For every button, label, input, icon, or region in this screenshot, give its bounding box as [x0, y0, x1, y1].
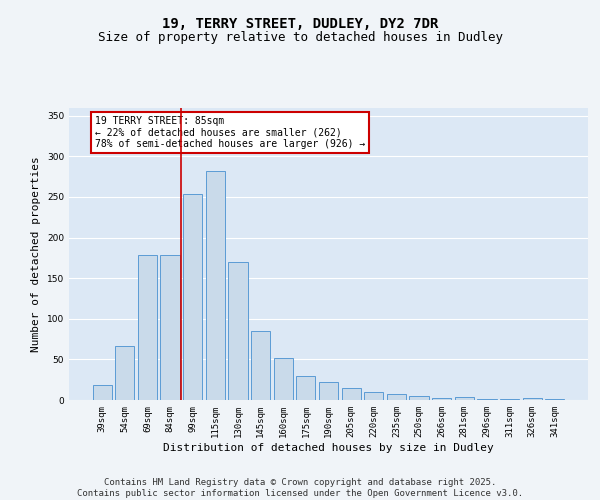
Y-axis label: Number of detached properties: Number of detached properties — [31, 156, 41, 352]
Bar — [364, 392, 383, 400]
Bar — [229, 262, 248, 400]
Bar — [92, 386, 112, 400]
Bar — [341, 388, 361, 400]
Bar — [115, 346, 134, 400]
Text: Contains HM Land Registry data © Crown copyright and database right 2025.
Contai: Contains HM Land Registry data © Crown c… — [77, 478, 523, 498]
Bar — [387, 394, 406, 400]
Bar — [274, 358, 293, 400]
Text: 19, TERRY STREET, DUDLEY, DY2 7DR: 19, TERRY STREET, DUDLEY, DY2 7DR — [162, 18, 438, 32]
Bar — [138, 256, 157, 400]
Text: Size of property relative to detached houses in Dudley: Size of property relative to detached ho… — [97, 32, 503, 44]
Bar — [183, 194, 202, 400]
Text: 19 TERRY STREET: 85sqm
← 22% of detached houses are smaller (262)
78% of semi-de: 19 TERRY STREET: 85sqm ← 22% of detached… — [95, 116, 365, 150]
Bar — [455, 397, 474, 400]
Bar — [545, 399, 565, 400]
Bar — [432, 398, 451, 400]
X-axis label: Distribution of detached houses by size in Dudley: Distribution of detached houses by size … — [163, 442, 494, 452]
Bar — [251, 331, 270, 400]
Bar — [206, 171, 225, 400]
Bar — [319, 382, 338, 400]
Bar — [296, 376, 316, 400]
Bar — [409, 396, 428, 400]
Bar — [500, 399, 519, 400]
Bar — [160, 256, 180, 400]
Bar — [523, 398, 542, 400]
Bar — [477, 399, 497, 400]
